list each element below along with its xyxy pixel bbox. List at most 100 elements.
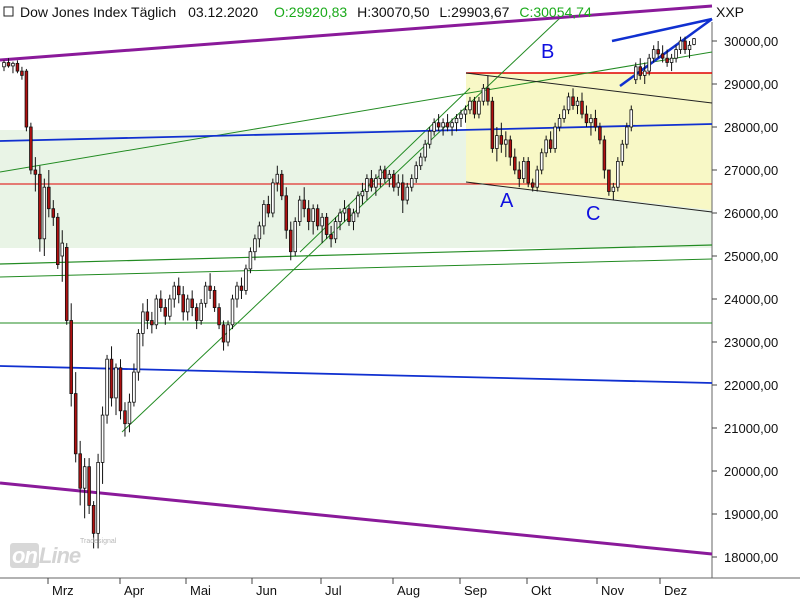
candle-body [60,242,64,257]
green-channel-lower [0,244,713,265]
candle-body [293,221,297,253]
candle-body [150,320,154,326]
candle-body [141,311,145,334]
logo-top-text: Tradesignal [80,538,117,545]
candle-body [87,466,91,506]
candle-body [374,178,378,188]
candle-body [24,70,29,128]
candle-body [185,298,190,313]
candle-body [29,126,33,171]
logo-line: Line [38,543,81,568]
candle-body [226,324,230,343]
candle-body [571,96,575,106]
candle-body [64,246,69,321]
candle-body [656,49,660,55]
candle-body [562,109,566,119]
candle-body [145,311,150,321]
candle-body [266,203,271,214]
month-label: Okt [531,583,552,598]
candle-body [257,225,262,240]
instrument-title: Dow Jones Index Täglich [20,4,176,20]
candle-body [409,178,414,188]
candle-body [176,285,181,296]
candle-body [42,186,47,240]
candle-body [602,139,607,171]
candle-body [575,100,580,106]
candle-body [378,169,383,179]
month-label: Apr [124,583,145,598]
green-uptrend-line [121,17,561,433]
candle-body [208,285,212,291]
candle-body [634,66,638,81]
candle-body [454,118,459,124]
candle-body [15,62,20,72]
low-value: L:29903,67 [439,4,509,20]
candle-body [687,44,692,50]
candle-body [172,285,177,300]
open-value: O:29920,83 [274,4,347,20]
y-tick-label: 29000,00 [724,77,778,92]
candle-body [517,169,522,179]
month-label: Jul [325,583,342,598]
candle-body [315,208,320,227]
candle-body [82,466,87,489]
y-tick-label: 30000,00 [724,34,778,49]
candle-body [109,358,114,399]
candle-body [490,100,495,149]
candle-body [548,139,553,149]
candle-body [553,126,557,149]
price-axis: 30000,00 29000,00 28000,00 27000,00 26000,00… [712,34,778,565]
candle-body [100,414,105,463]
candle-body [477,100,481,115]
candle-body [253,238,257,253]
y-tick-label: 27000,00 [724,163,778,178]
candle-body [280,173,284,197]
tradesignal-logo: Tradesignal onLine [8,538,116,569]
candle-body [306,208,311,222]
candle-body [436,122,441,128]
candle-body [638,66,642,76]
candle-body [580,100,584,115]
candle-body [566,96,571,111]
blue-upper-line [0,123,713,142]
candle-body [47,186,51,210]
candle-body [432,122,436,132]
candle-body [284,195,289,231]
candle-body [190,298,194,308]
candle-body [589,118,593,124]
y-tick-label: 24000,00 [724,292,778,307]
candle-body [78,453,82,489]
candle-body [271,182,275,214]
month-label: Dez [664,583,687,598]
y-tick-label: 20000,00 [724,464,778,479]
candle-body [678,40,683,51]
candle-body [445,122,450,128]
green-channel-lower-2 [0,258,713,278]
month-label: Aug [397,583,420,598]
candle-body [91,504,96,534]
candle-body [508,139,513,158]
candle-body [235,285,239,300]
candle-body [351,212,356,222]
candle-body [450,122,454,128]
logo-main-text: onLine [10,543,81,569]
purple-lower-line [0,481,713,556]
candle-body [154,298,159,326]
candle-body [620,143,625,162]
candle-body [356,195,360,214]
candle-body [530,182,535,188]
candle-body [329,234,333,240]
y-tick-label: 21000,00 [724,421,778,436]
month-label: Mrz [52,583,74,598]
candle-body [56,216,60,266]
candle-body [212,289,217,308]
candle-body [598,126,602,141]
candle-body [665,57,669,63]
candle-body [194,307,199,321]
candle-body [168,298,172,317]
candle-body [11,62,15,67]
candle-body [105,358,109,416]
y-tick-label: 22000,00 [724,378,778,393]
header-line: Dow Jones Index Täglich 03.12.2020 O:299… [20,4,592,20]
